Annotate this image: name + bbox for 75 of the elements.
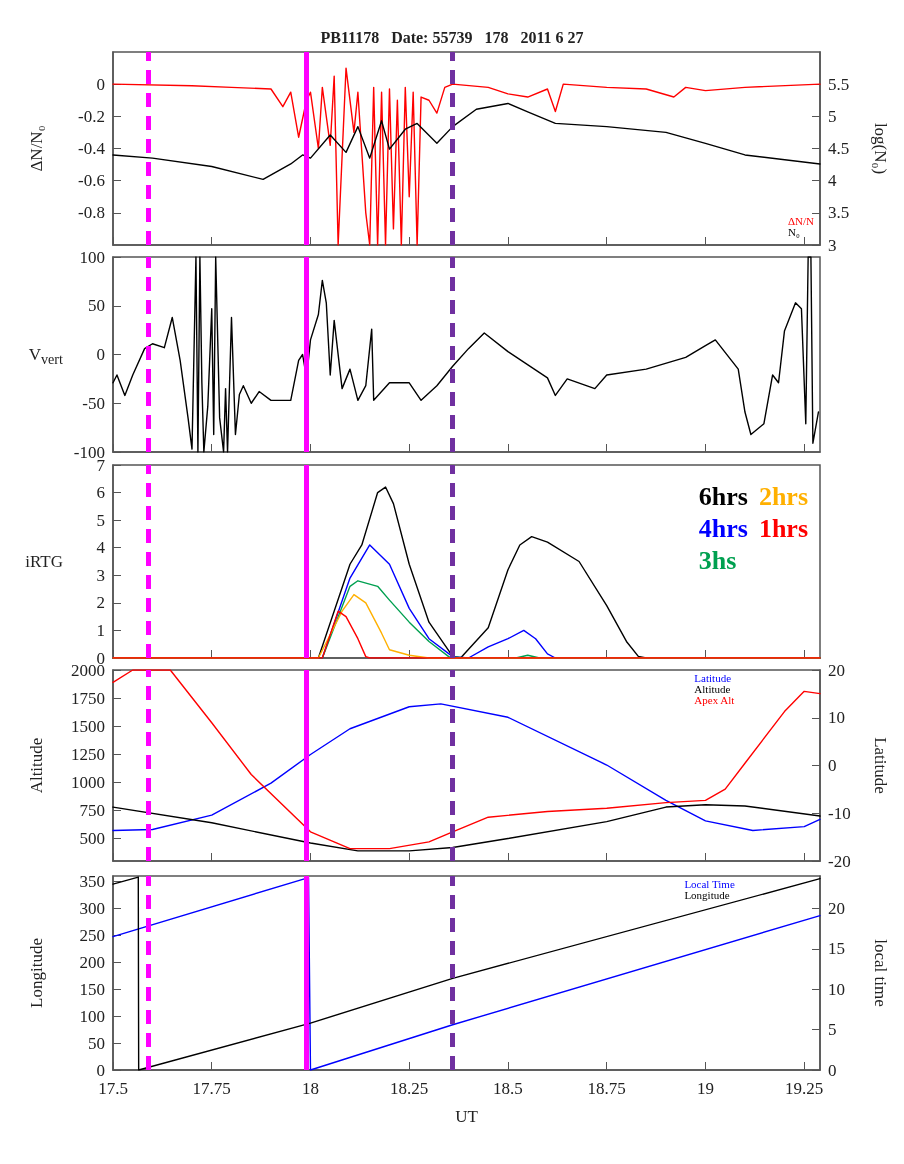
y2-tick-label: 5 (828, 106, 837, 126)
y2-axis-title: local time (871, 939, 890, 1007)
x-tick-label: 19.25 (785, 1079, 824, 1098)
text: Local Time (684, 877, 735, 890)
text: 3hs (698, 545, 737, 575)
chart-title: PB11178 Date: 55739 178 2011 6 27 (320, 28, 584, 46)
text: 4hrs (698, 513, 748, 543)
y2-tick-label: 0 (828, 1060, 837, 1080)
y2-tick-label: 5.5 (828, 74, 850, 94)
text: N₀ (787, 225, 800, 238)
y-tick-label: 0 (96, 345, 105, 364)
y-tick-label: 1250 (71, 744, 105, 764)
text: 1hrs (758, 513, 809, 543)
x-tick-label: 17.5 (98, 1079, 128, 1098)
y2-tick-label: 10 (828, 979, 845, 999)
y2-axis-title: Latitude (871, 737, 890, 794)
y2-tick-label: 5 (828, 1020, 837, 1040)
y-axis-title: Altitude (27, 737, 46, 794)
x-tick-label: 18.5 (493, 1079, 523, 1098)
y-tick-label: 50 (88, 296, 105, 316)
y2-tick-label: 20 (828, 898, 845, 918)
y-tick-label: 1 (96, 620, 105, 640)
x-tick-label: 17.75 (192, 1079, 231, 1098)
y-tick-label: 50 (88, 1033, 105, 1053)
y-tick-label: -0.4 (78, 139, 106, 158)
y-tick-label: 350 (79, 871, 105, 891)
y-tick-label: 250 (79, 925, 105, 945)
y2-tick-label: 3 (828, 235, 837, 255)
x-axis-title: UT (455, 1107, 479, 1126)
y2-tick-label: 15 (828, 939, 845, 959)
text: Latitude (694, 671, 732, 684)
y-tick-label: 6 (96, 483, 105, 503)
y-tick-label: 3 (96, 565, 105, 585)
y2-tick-label: -10 (828, 803, 851, 823)
y-tick-label: 1000 (71, 772, 105, 792)
y-axis-title: V$_{vert}$ (28, 343, 63, 369)
y2-tick-label: -20 (828, 851, 851, 871)
y2-axis-title: log(N₀) (871, 122, 890, 175)
text: ΔN/N (787, 214, 815, 227)
y-axis-title: iRTG (25, 550, 63, 573)
y-tick-label: 200 (79, 952, 105, 972)
y2-tick-label: 3.5 (828, 203, 850, 223)
y-tick-label: 0 (96, 1060, 105, 1080)
y-tick-label: -0.6 (78, 171, 105, 191)
y-tick-label: 750 (79, 800, 105, 820)
y-tick-label: 4 (96, 538, 106, 558)
y-tick-label: -0.2 (78, 106, 105, 126)
y-tick-label: -0.8 (78, 203, 105, 223)
y-tick-label: -50 (82, 393, 105, 413)
text: 2hrs (758, 481, 809, 511)
y-tick-label: 1500 (71, 716, 105, 736)
y-tick-label: 100 (79, 1006, 105, 1026)
x-tick-label: 18.25 (390, 1079, 429, 1098)
text: 6hrs (698, 481, 748, 511)
x-tick-label: 18.75 (587, 1079, 626, 1098)
text: Altitude (694, 682, 731, 695)
y2-tick-label: 4.5 (828, 139, 850, 158)
y-axis-title: Longitude (27, 938, 46, 1008)
y-tick-label: 500 (79, 829, 105, 849)
y-tick-label: 150 (79, 979, 105, 999)
y-tick-label: 5 (96, 510, 105, 530)
x-tick-label: 19 (696, 1079, 714, 1098)
x-tick-label: 18 (301, 1079, 319, 1098)
y-tick-label: 100 (79, 247, 105, 267)
y-tick-label: 1750 (71, 688, 105, 708)
y2-tick-label: 10 (828, 708, 845, 728)
text: Apex Alt (694, 693, 735, 706)
series-label: Longitude (684, 888, 730, 901)
y-tick-label: 2 (96, 593, 105, 613)
y-axis-title: ΔN/N₀ (27, 125, 46, 172)
y2-tick-label: 20 (828, 660, 845, 680)
y2-tick-label: 0 (828, 756, 837, 775)
y2-tick-label: 4 (828, 171, 837, 191)
y-tick-label: 300 (79, 898, 105, 918)
y-tick-label: 0 (96, 74, 105, 94)
